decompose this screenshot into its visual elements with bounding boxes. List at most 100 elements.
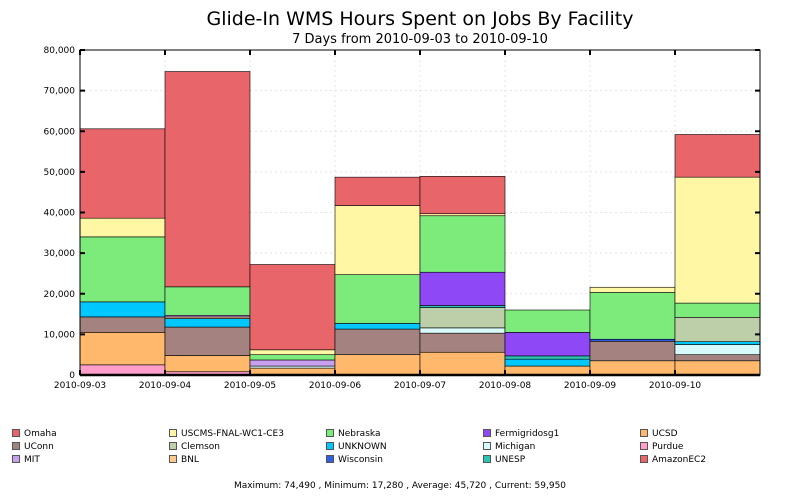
x-tick-label: 2010-09-03	[54, 381, 106, 391]
bar-segment-uscms-fnal-wc1-ce3	[249, 349, 336, 355]
legend-item: Nebraska	[326, 428, 380, 441]
bar-segment-ucsd	[674, 360, 761, 376]
legend-label: Michigan	[495, 442, 536, 452]
bar-segment-nebraska	[164, 286, 251, 316]
legend-label: USCMS-FNAL-WC1-CE3	[181, 429, 284, 439]
bar-segment-fermigridosg1	[419, 271, 506, 306]
y-tick-label: 60,000	[44, 127, 76, 137]
legend-item: Wisconsin	[326, 454, 383, 467]
bar-segment-uscms-fnal-wc1-ce3	[674, 176, 761, 304]
legend-swatch	[640, 429, 648, 437]
legend-swatch	[326, 429, 334, 437]
bar-segment-uscms-fnal-wc1-ce3	[419, 213, 506, 217]
bar-segment-omaha	[334, 176, 421, 206]
bar-segment-uconn	[79, 316, 166, 333]
x-tick-label: 2010-09-06	[309, 381, 362, 391]
bar-segment-nebraska	[79, 236, 166, 303]
bar-segment-nebraska	[674, 302, 761, 318]
y-axis-ticks: 0 10,000 20,000 30,000 40,000 50,000 60,000 70,…	[44, 46, 760, 381]
legend-item: MIT	[12, 454, 40, 467]
bar-segment-unknown	[504, 358, 591, 367]
bar-segment-omaha	[419, 176, 506, 215]
bar-segment-michigan	[419, 327, 506, 334]
chart-title: Glide-In WMS Hours Spent on Jobs By Faci…	[206, 8, 634, 30]
y-tick-label: 70,000	[44, 87, 76, 97]
bar-segment-clemson	[674, 317, 761, 342]
bar-segment-unesp	[504, 355, 591, 360]
bar-segment-michigan	[674, 344, 761, 355]
y-tick-label: 50,000	[44, 168, 76, 178]
chart-subtitle: 7 Days from 2010-09-03 to 2010-09-10	[292, 32, 548, 47]
bar-segment-ucsd	[589, 360, 676, 376]
x-tick-label: 2010-09-09	[564, 381, 617, 391]
bars	[79, 71, 761, 376]
legend-item: UCSD	[640, 428, 678, 441]
legend-label: MIT	[24, 455, 40, 465]
bar-segment-ucsd	[164, 355, 251, 373]
legend-item: AmazonEC2	[640, 454, 706, 467]
bar-segment-nebraska	[419, 215, 506, 273]
y-tick-label: 10,000	[44, 330, 76, 340]
bar-segment-unknown	[334, 323, 421, 330]
bar-segment-omaha	[79, 128, 166, 219]
bar-segment-wisconsin	[589, 338, 676, 342]
legend-item: Purdue	[640, 441, 683, 454]
legend-swatch	[169, 455, 177, 463]
legend-item: UConn	[12, 441, 54, 454]
x-tick-label: 2010-09-08	[479, 381, 532, 391]
legend-swatch	[483, 455, 491, 463]
legend-swatch	[326, 455, 334, 463]
legend-swatch	[169, 429, 177, 437]
bar-segment-uconn	[164, 326, 251, 356]
bar-segment-ucsd	[79, 332, 166, 366]
bar-segment-unknown	[79, 301, 166, 318]
legend-label: Wisconsin	[338, 455, 383, 465]
bar-segment-uconn	[419, 332, 506, 353]
legend-swatch	[483, 429, 491, 437]
legend-item: USCMS-FNAL-WC1-CE3	[169, 428, 284, 441]
legend-label: UNESP	[495, 455, 526, 465]
legend-swatch	[169, 442, 177, 450]
bar-segment-nebraska	[249, 354, 336, 361]
y-tick-label: 80,000	[44, 46, 76, 56]
legend-item: BNL	[169, 454, 199, 467]
bar-segment-omaha	[674, 134, 761, 178]
x-tick-label: 2010-09-04	[139, 381, 192, 391]
legend-swatch	[640, 455, 648, 463]
bar-segment-nebraska	[334, 274, 421, 324]
legend-item: UNESP	[483, 454, 525, 467]
x-tick-label: 2010-09-10	[649, 381, 702, 391]
bar-segment-ucsd	[504, 365, 591, 376]
bar-segment-unesp	[419, 305, 506, 308]
stacked-bar-chart: 0 10,000 20,000 30,000 40,000 50,000 60,000 70,…	[44, 46, 761, 391]
bar-segment-omaha	[164, 71, 251, 288]
bar-segment-nebraska	[589, 292, 676, 340]
bar-segment-uconn	[674, 354, 761, 362]
legend-item: Omaha	[12, 428, 57, 441]
bar-segment-ucsd	[419, 351, 506, 376]
legend-label: AmazonEC2	[652, 455, 707, 465]
legend-item: Michigan	[483, 441, 535, 454]
legend-swatch	[12, 429, 20, 437]
bar-segment-mit	[249, 359, 336, 367]
bar-segment-uconn	[334, 328, 421, 355]
legend-item: Clemson	[169, 441, 220, 454]
x-tick-label: 2010-09-05	[224, 381, 276, 391]
legend-label: Nebraska	[338, 429, 381, 439]
bar-segment-unknown	[164, 318, 251, 328]
y-tick-label: 30,000	[44, 249, 76, 259]
legend-swatch	[12, 442, 20, 450]
legend-swatch	[326, 442, 334, 450]
legend-swatch	[640, 442, 648, 450]
bar-segment-purdue	[79, 364, 166, 376]
bar-segment-uscms-fnal-wc1-ce3	[79, 217, 166, 238]
bar-segment-uscms-fnal-wc1-ce3	[334, 205, 421, 275]
legend-label: UCSD	[652, 429, 678, 439]
legend-label: Omaha	[24, 429, 57, 439]
legend-swatch	[483, 442, 491, 450]
legend-swatch	[12, 455, 20, 463]
bar-segment-unknown	[674, 341, 761, 345]
bar-segment-ucsd	[334, 354, 421, 376]
bar-segment-michigan	[249, 365, 336, 369]
bar-segment-omaha	[249, 264, 336, 351]
